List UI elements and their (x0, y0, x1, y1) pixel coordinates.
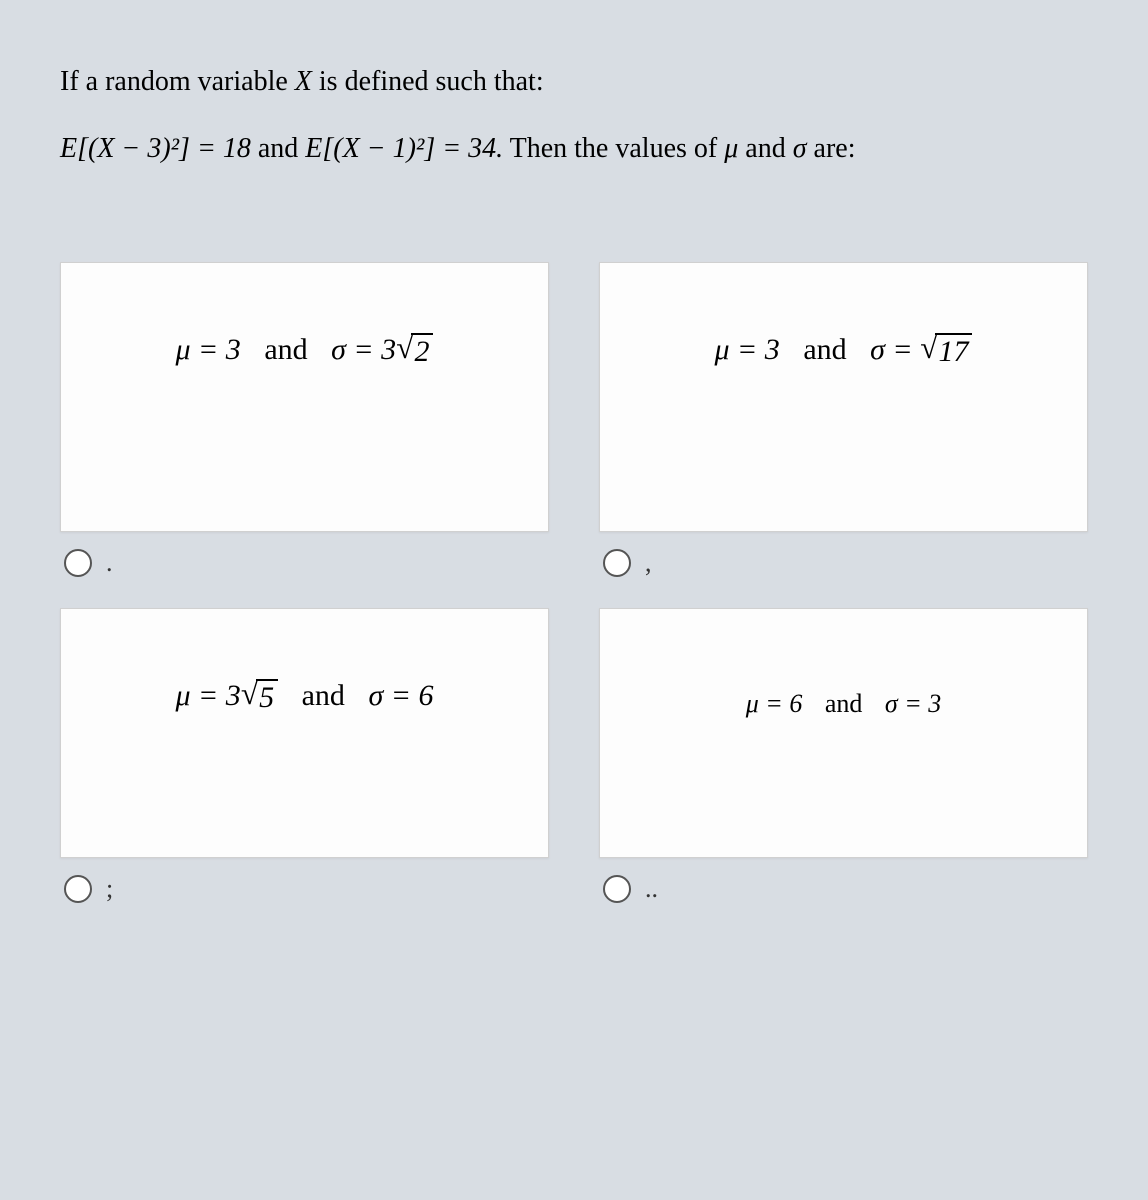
option-d-label: .. (645, 874, 658, 904)
option-d-selector[interactable]: .. (599, 874, 1088, 904)
option-a-and: and (264, 333, 307, 366)
option-c-selector[interactable]: ; (60, 874, 549, 904)
option-d-math: μ = 6 and σ = 3 (746, 689, 942, 719)
option-c-radicand: 5 (256, 679, 278, 714)
option-c-sigma: σ = 6 (368, 679, 433, 712)
option-a-math: μ = 3 and σ = 3√2 (176, 333, 434, 368)
option-b-label: , (645, 548, 652, 578)
q-line1-var: X (295, 66, 312, 97)
radio-icon[interactable] (603, 549, 631, 577)
option-a-sqrt: √2 (396, 333, 433, 368)
option-c: μ = 3√5 and σ = 6 ; (60, 608, 549, 904)
option-a: μ = 3 and σ = 3√2 . (60, 262, 549, 578)
q-line1-prefix: If a random variable (60, 66, 295, 97)
surd-icon: √ (241, 678, 258, 710)
question-page: If a random variable X is defined such t… (0, 0, 1148, 934)
q-eq2: E[(X − 1)²] = 34. (305, 133, 503, 164)
option-b-selector[interactable]: , (599, 548, 1088, 578)
q-tail-suffix: are: (807, 133, 856, 164)
q-tail-prefix: Then the values of (503, 133, 724, 164)
option-c-and: and (302, 679, 345, 712)
q-line1-suffix: is defined such that: (312, 66, 544, 97)
option-c-mu-prefix: μ = 3 (176, 679, 241, 712)
option-a-radicand: 2 (411, 333, 433, 368)
question-line-1: If a random variable X is defined such t… (60, 60, 1088, 105)
option-a-box: μ = 3 and σ = 3√2 (60, 262, 549, 532)
radio-icon[interactable] (64, 875, 92, 903)
option-d-box: μ = 6 and σ = 3 (599, 608, 1088, 858)
option-a-mu: μ = 3 (176, 333, 241, 366)
surd-icon: √ (920, 332, 937, 364)
q-mu: μ (724, 133, 738, 164)
option-b: μ = 3 and σ = √17 , (599, 262, 1088, 578)
option-d-mu: μ = 6 (746, 689, 803, 718)
option-c-math: μ = 3√5 and σ = 6 (176, 679, 434, 714)
radio-icon[interactable] (64, 549, 92, 577)
option-b-sigma-prefix: σ = (870, 333, 920, 366)
option-b-and: and (803, 333, 846, 366)
question-line-2: E[(X − 3)²] = 18 and E[(X − 1)²] = 34. T… (60, 127, 1088, 172)
q-and: and (251, 133, 305, 164)
option-d-and: and (825, 689, 863, 718)
option-c-label: ; (106, 874, 113, 904)
option-d: μ = 6 and σ = 3 .. (599, 608, 1088, 904)
q-eq1: E[(X − 3)²] = 18 (60, 133, 251, 164)
option-a-label: . (106, 548, 113, 578)
option-a-selector[interactable]: . (60, 548, 549, 578)
options-grid: μ = 3 and σ = 3√2 . μ = 3 and σ = √17 (60, 262, 1088, 904)
q-sigma: σ (793, 133, 807, 164)
option-c-sqrt: √5 (241, 679, 278, 714)
option-d-sigma: σ = 3 (885, 689, 941, 718)
option-b-math: μ = 3 and σ = √17 (715, 333, 973, 368)
radio-icon[interactable] (603, 875, 631, 903)
option-b-radicand: 17 (935, 333, 972, 368)
q-tail-mid: and (738, 133, 792, 164)
question-text: If a random variable X is defined such t… (60, 60, 1088, 172)
option-b-sqrt: √17 (920, 333, 972, 368)
option-b-box: μ = 3 and σ = √17 (599, 262, 1088, 532)
option-c-box: μ = 3√5 and σ = 6 (60, 608, 549, 858)
option-b-mu: μ = 3 (715, 333, 780, 366)
surd-icon: √ (396, 332, 413, 364)
option-a-sigma-prefix: σ = 3 (331, 333, 396, 366)
